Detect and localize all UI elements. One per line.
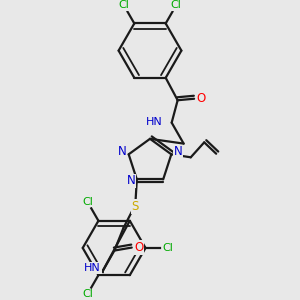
Text: Cl: Cl <box>162 243 173 253</box>
Text: N: N <box>173 146 182 158</box>
Text: O: O <box>134 241 143 254</box>
Text: N: N <box>127 174 135 188</box>
Text: HN: HN <box>146 117 163 127</box>
Text: O: O <box>197 92 206 105</box>
Text: N: N <box>118 146 127 158</box>
Text: Cl: Cl <box>82 196 93 207</box>
Text: HN: HN <box>84 263 101 273</box>
Text: Cl: Cl <box>118 0 129 10</box>
Text: S: S <box>132 200 139 213</box>
Text: Cl: Cl <box>82 289 93 299</box>
Text: Cl: Cl <box>171 0 182 10</box>
